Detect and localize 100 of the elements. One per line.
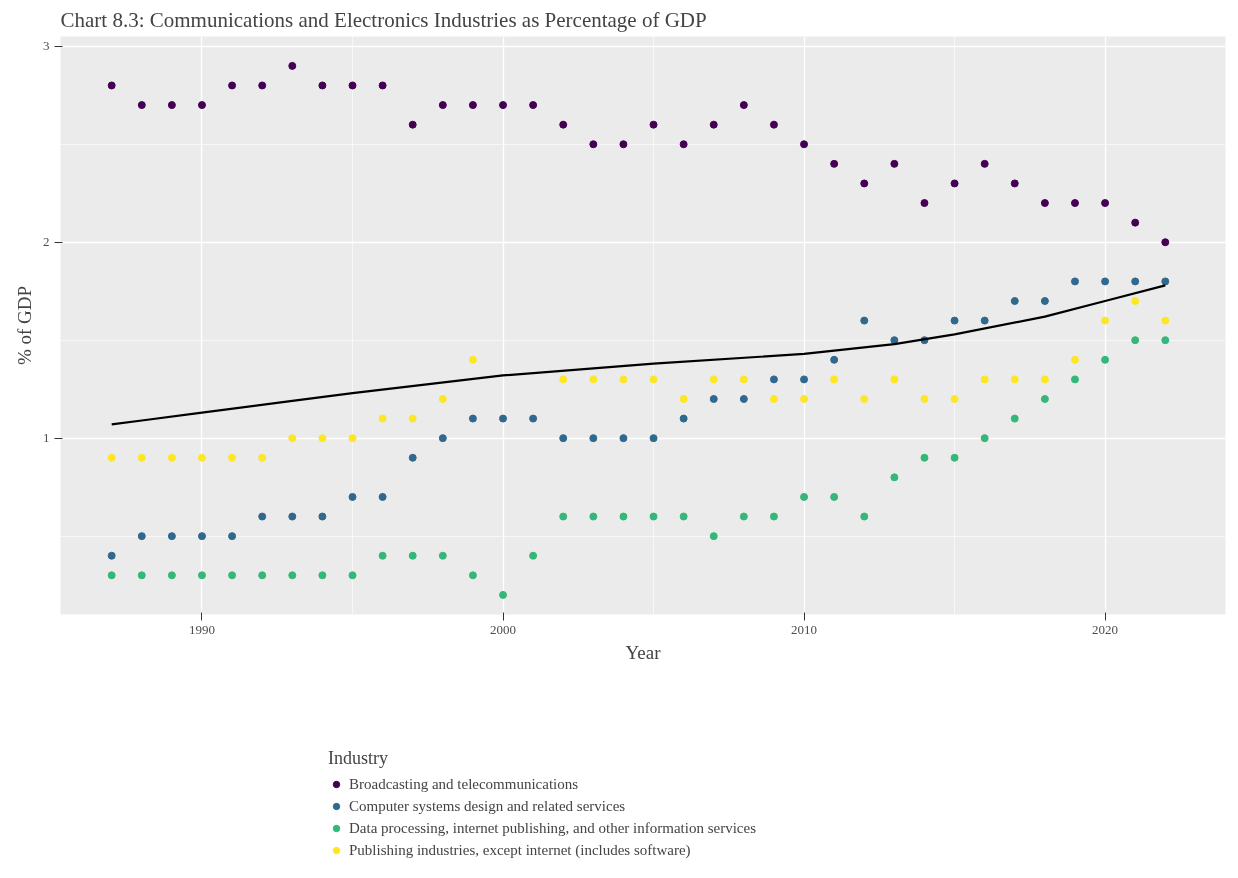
- point: [197, 453, 206, 462]
- point: [679, 394, 688, 403]
- point: [348, 492, 357, 501]
- point: [167, 101, 176, 110]
- x-tick-label: 2010: [791, 621, 818, 637]
- point: [950, 316, 959, 325]
- point: [1040, 199, 1049, 208]
- point: [709, 375, 718, 384]
- point: [739, 512, 748, 521]
- point: [649, 120, 658, 129]
- point: [107, 453, 116, 462]
- point: [258, 512, 267, 521]
- point: [920, 453, 929, 462]
- point: [679, 140, 688, 149]
- point: [468, 414, 477, 423]
- point: [709, 120, 718, 129]
- point: [167, 532, 176, 541]
- point: [107, 571, 116, 580]
- point: [1161, 238, 1170, 247]
- point: [559, 375, 568, 384]
- point: [1101, 199, 1110, 208]
- point: [1131, 336, 1140, 345]
- point: [890, 336, 899, 345]
- point: [709, 532, 718, 541]
- point: [739, 394, 748, 403]
- point: [408, 414, 417, 423]
- point: [529, 414, 538, 423]
- point: [468, 101, 477, 110]
- point: [107, 81, 116, 90]
- point: [800, 375, 809, 384]
- point: [228, 532, 237, 541]
- point: [1161, 316, 1170, 325]
- point: [860, 179, 869, 188]
- point: [197, 101, 206, 110]
- point: [348, 571, 357, 580]
- point: [1101, 355, 1110, 364]
- y-axis-title: % of GDP: [14, 285, 35, 366]
- point: [830, 355, 839, 364]
- point: [950, 179, 959, 188]
- point: [137, 571, 146, 580]
- point: [679, 512, 688, 521]
- point: [318, 434, 327, 443]
- point: [769, 120, 778, 129]
- x-tick-label: 1990: [188, 621, 215, 637]
- point: [137, 532, 146, 541]
- x-axis-title: Year: [625, 641, 662, 663]
- point: [709, 394, 718, 403]
- y-tick-label: 1: [43, 430, 50, 446]
- point: [679, 414, 688, 423]
- point: [1131, 277, 1140, 286]
- point: [288, 434, 297, 443]
- point: [438, 551, 447, 560]
- point: [438, 394, 447, 403]
- point: [830, 159, 839, 168]
- point: [980, 434, 989, 443]
- point: [499, 101, 508, 110]
- point: [890, 473, 899, 482]
- point: [739, 375, 748, 384]
- point: [830, 492, 839, 501]
- point: [378, 551, 387, 560]
- point: [920, 394, 929, 403]
- point: [619, 375, 628, 384]
- point: [529, 101, 538, 110]
- point: [258, 81, 267, 90]
- point: [619, 434, 628, 443]
- point: [137, 101, 146, 110]
- point: [1010, 414, 1019, 423]
- point: [499, 590, 508, 599]
- point: [1131, 297, 1140, 305]
- point: [348, 81, 357, 90]
- legend-label: Publishing industries, except internet (includes software): [349, 841, 691, 859]
- point: [438, 434, 447, 443]
- point: [589, 375, 598, 384]
- point: [890, 375, 899, 384]
- point: [1010, 179, 1019, 188]
- point: [288, 571, 297, 580]
- point: [769, 512, 778, 521]
- point: [860, 394, 869, 403]
- point: [980, 316, 989, 325]
- point: [288, 61, 297, 70]
- point: [589, 512, 598, 521]
- point: [1040, 394, 1049, 403]
- point: [499, 414, 508, 423]
- point: [860, 316, 869, 325]
- point: [800, 394, 809, 403]
- point: [1161, 336, 1170, 345]
- point: [890, 159, 899, 168]
- point: [1070, 355, 1079, 364]
- point: [1070, 199, 1079, 208]
- point: [137, 453, 146, 462]
- point: [228, 453, 237, 462]
- point: [438, 101, 447, 110]
- point: [258, 453, 267, 462]
- point: [378, 81, 387, 90]
- point: [1070, 277, 1079, 286]
- point: [920, 199, 929, 208]
- point: [318, 571, 327, 580]
- point: [769, 375, 778, 384]
- point: [589, 140, 598, 149]
- point: [228, 571, 237, 580]
